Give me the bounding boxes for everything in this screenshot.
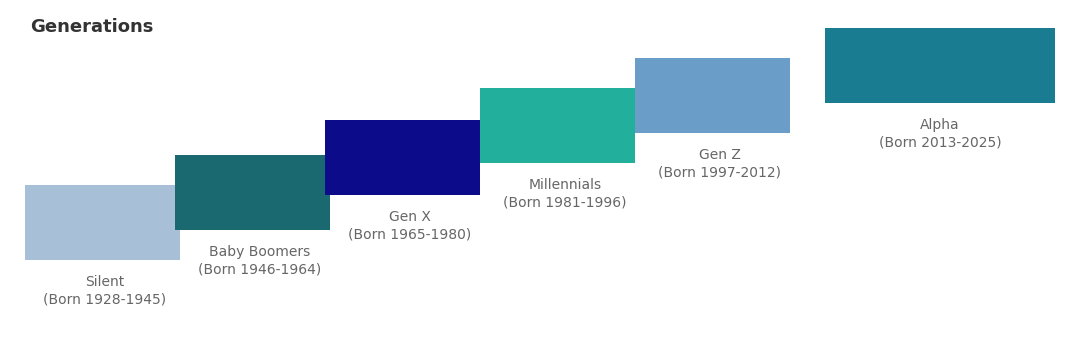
- Text: Alpha
(Born 2013-2025): Alpha (Born 2013-2025): [879, 118, 1001, 149]
- Text: Millennials
(Born 1981-1996): Millennials (Born 1981-1996): [503, 178, 626, 209]
- Bar: [480, 88, 635, 163]
- Text: Silent
(Born 1928-1945): Silent (Born 1928-1945): [43, 275, 166, 306]
- Text: Baby Boomers
(Born 1946-1964): Baby Boomers (Born 1946-1964): [199, 245, 322, 276]
- Text: Gen X
(Born 1965-1980): Gen X (Born 1965-1980): [349, 210, 472, 241]
- Text: Generations: Generations: [30, 18, 153, 36]
- Bar: [825, 28, 1055, 103]
- Bar: [635, 58, 789, 133]
- Text: Gen Z
(Born 1997-2012): Gen Z (Born 1997-2012): [659, 148, 782, 179]
- Bar: [175, 155, 330, 230]
- Bar: [25, 185, 180, 260]
- Bar: [325, 120, 480, 195]
